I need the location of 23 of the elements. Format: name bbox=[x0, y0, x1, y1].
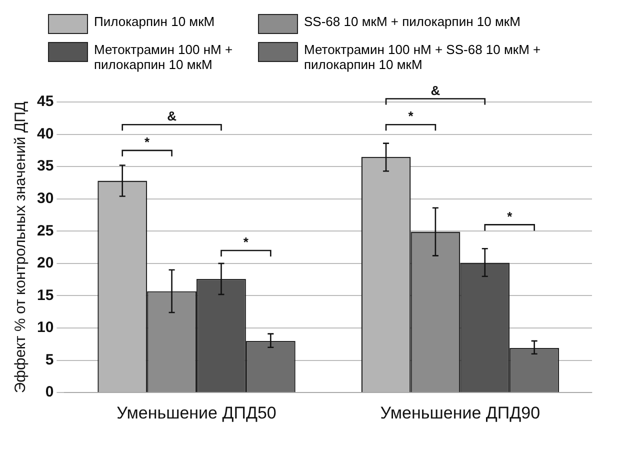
text: & bbox=[430, 82, 440, 98]
y-tick-label: 15 bbox=[36, 286, 54, 304]
y-tick-label: 5 bbox=[45, 351, 54, 368]
x-tick-label: Уменьшение ДПД50 bbox=[116, 403, 276, 422]
y-tick-label: 35 bbox=[36, 158, 54, 175]
y-tick-label: 0 bbox=[45, 384, 54, 401]
y-axis-title: Эффект % от контрольных значений ДПД bbox=[12, 101, 30, 394]
annotation: * bbox=[408, 108, 414, 124]
y-tick-label: 25 bbox=[36, 222, 54, 240]
legend-label: SS-68 10 мкМ + пилокарпин 10 мкМ bbox=[304, 14, 520, 29]
y-tick-label: 40 bbox=[36, 125, 54, 142]
annotation: * bbox=[507, 208, 514, 224]
legend-label: Метоктрамин 100 нМ + пилокарпин 10 мкМ bbox=[94, 42, 234, 72]
annotation: & bbox=[167, 108, 176, 124]
y-tick-label: 10 bbox=[36, 319, 54, 336]
y-tick-label: 30 bbox=[36, 190, 54, 208]
y-tick-label: 20 bbox=[36, 254, 54, 272]
legend-label: Пилокарпин 10 мкМ bbox=[94, 14, 215, 29]
y-tick-label: 45 bbox=[36, 93, 54, 110]
x-tick-label: Уменьшение ДПД90 bbox=[380, 403, 540, 422]
annotation: * bbox=[243, 234, 250, 250]
legend-label: Метоктрамин 100 нМ + SS-68 10 мкМ + пилокарпин 10 мкМ bbox=[304, 42, 542, 72]
annotation: * bbox=[144, 134, 151, 150]
